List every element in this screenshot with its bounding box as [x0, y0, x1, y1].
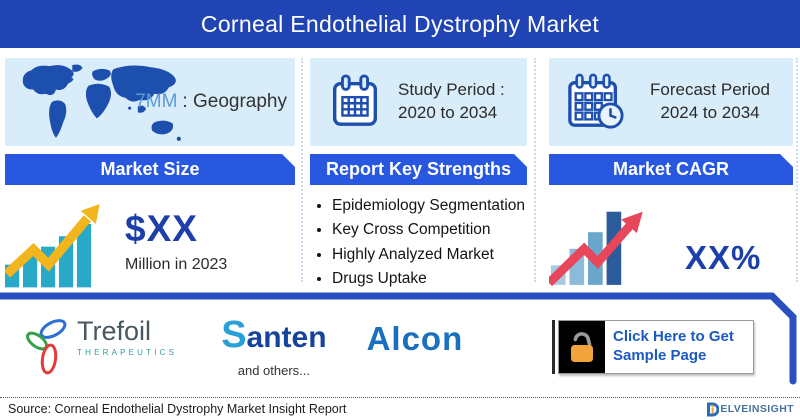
main-content: 7MM: Geography Market Size	[0, 48, 800, 292]
key-strengths-list: Epidemiology Segmentation Key Cross Comp…	[310, 194, 527, 292]
market-size-title-bar: Market Size	[5, 154, 295, 185]
key-strengths-title: Report Key Strengths	[325, 159, 512, 179]
partners-row: Trefoil THERAPEUTICS Santen and others..…	[0, 292, 800, 378]
forecast-period-label: Forecast Period 2024 to 2034	[650, 80, 770, 122]
market-size-caption: Million in 2023	[125, 256, 228, 273]
market-cagr-title: Market CAGR	[612, 159, 730, 179]
market-size-value-block: $XX Million in 2023	[125, 208, 227, 274]
market-size-content: $XX Million in 2023	[5, 193, 295, 289]
bullet-item: Key Cross Competition	[332, 218, 527, 242]
bullet-item: Highly Analyzed Market	[332, 243, 527, 267]
delveinsight-logo: ELVEINSIGHT	[706, 402, 794, 417]
page-title: Corneal Endothelial Dystrophy Market	[200, 10, 600, 37]
edge-divider	[796, 58, 798, 282]
delveinsight-d-icon	[707, 402, 720, 416]
key-strengths-title-bar: Report Key Strengths	[310, 154, 527, 185]
market-size-column: 7MM: Geography Market Size	[5, 58, 295, 289]
delveinsight-wordmark: ELVEINSIGHT	[720, 403, 794, 415]
footer: Source: Corneal Endothelial Dystrophy Ma…	[0, 397, 800, 420]
study-period-label: Study Period : 2020 to 2034	[398, 80, 505, 122]
geography-info-box: 7MM: Geography	[5, 58, 295, 146]
header-bar: Corneal Endothelial Dystrophy Market	[0, 0, 800, 48]
calendar-clock-icon	[565, 73, 627, 131]
market-size-title: Market Size	[100, 159, 200, 179]
santen-logo: Santen and others...	[221, 314, 327, 378]
column-divider	[534, 58, 536, 282]
and-others-label: and others...	[237, 363, 311, 378]
market-cagr-content: XX%	[549, 193, 793, 287]
alcon-logo: Alcon	[366, 320, 464, 357]
bullet-item: Epidemiology Segmentation	[332, 194, 527, 218]
trefoil-logo: Trefoil THERAPEUTICS	[26, 318, 177, 376]
growth-chart-icon	[5, 204, 100, 288]
market-size-value: $XX	[125, 208, 198, 249]
study-period-box: Study Period : 2020 to 2034	[310, 58, 527, 146]
trefoil-loops-icon	[26, 319, 67, 375]
forecast-period-box: Forecast Period 2024 to 2034	[549, 58, 793, 146]
unlock-icon	[559, 321, 605, 373]
cta-accent-bar	[552, 320, 555, 374]
cta-label: Click Here to Get Sample Page	[613, 328, 734, 364]
trefoil-name: Trefoil	[77, 316, 152, 346]
partners-panel: Trefoil THERAPEUTICS Santen and others..…	[0, 292, 800, 397]
trefoil-subtitle: THERAPEUTICS	[77, 348, 178, 357]
column-divider	[301, 58, 303, 282]
calendar-icon	[326, 73, 384, 131]
sample-page-button[interactable]: Click Here to Get Sample Page	[552, 320, 754, 374]
source-note: Source: Corneal Endothelial Dystrophy Ma…	[8, 402, 347, 416]
cagr-chart-icon	[549, 211, 643, 287]
world-map-icon	[22, 64, 181, 141]
geography-label: 7MM: Geography	[135, 91, 287, 112]
geography-scope: 7MM	[135, 91, 178, 112]
market-cagr-value: XX%	[685, 239, 762, 276]
key-strengths-column: Study Period : 2020 to 2034 Report Key S…	[310, 58, 527, 292]
market-cagr-column: Forecast Period 2024 to 2034 Market CAGR…	[549, 58, 793, 287]
market-cagr-title-bar: Market CAGR	[549, 154, 793, 185]
bullet-item: Drugs Uptake	[332, 267, 527, 291]
